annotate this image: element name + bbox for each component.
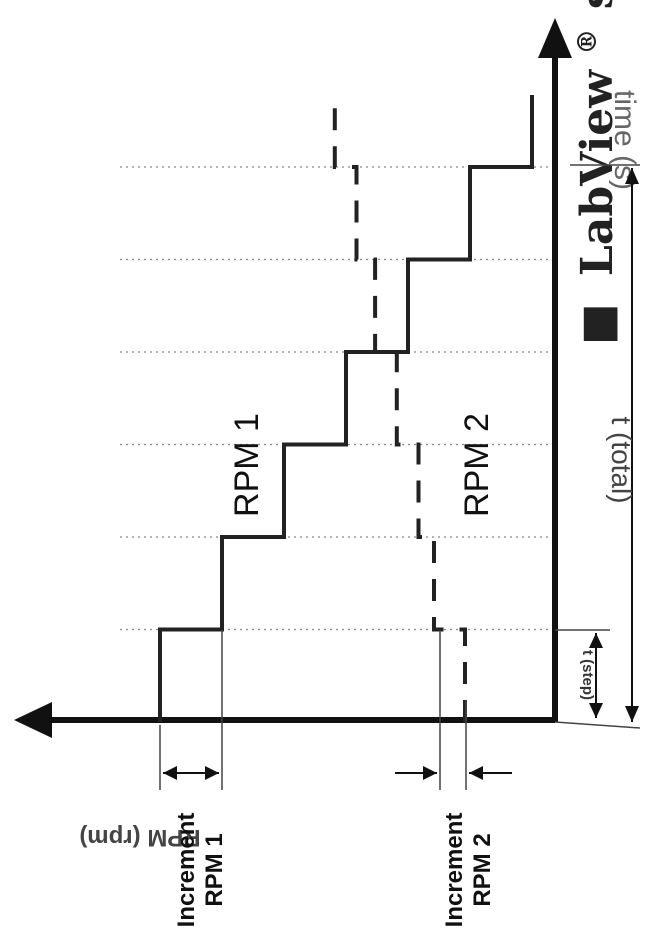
svg-text:time (s): time (s)	[608, 90, 641, 190]
svg-text:RPM 2: RPM 2	[458, 413, 496, 517]
rpm2-label: RPM 2	[458, 413, 496, 517]
heading-trailing: so	[572, 0, 623, 9]
rpm-axis-label: RPM (rpm)	[79, 824, 200, 851]
grid-lines	[120, 166, 553, 631]
svg-text:RPM 2: RPM 2	[469, 833, 496, 906]
heading-text: LabView	[572, 69, 623, 276]
svg-text:t (step): t (step)	[579, 650, 596, 700]
rpm1-label: RPM 1	[228, 413, 266, 517]
increment-rpm1-bracket	[159, 630, 223, 790]
svg-text:RPM 1: RPM 1	[228, 413, 266, 517]
heading-bullet: ■	[572, 303, 623, 345]
heading-superscript: ®	[573, 29, 603, 55]
increment-rpm2-bracket	[395, 630, 512, 790]
series-rpm1-line	[158, 95, 534, 722]
t-total-label: t (total)	[606, 416, 637, 503]
time-axis-arrow	[538, 18, 572, 58]
svg-text:Increment: Increment	[441, 813, 468, 928]
time-axis-label: time (s)	[608, 90, 641, 190]
svg-text:RPM (rpm): RPM (rpm)	[79, 824, 200, 851]
increment-rpm2-label: Increment RPM 2	[441, 813, 496, 928]
series-rpm2-line	[332, 95, 467, 722]
svg-text:t (total): t (total)	[606, 416, 637, 503]
rpm-axis-arrow	[14, 702, 52, 738]
t-step-label: t (step)	[579, 650, 596, 700]
svg-text:■ LabView ®: ■ LabView ® so	[556, 0, 623, 345]
svg-text:RPM 1: RPM 1	[201, 833, 228, 906]
svg-text:Increment: Increment	[173, 813, 200, 928]
time-dimensions	[554, 164, 641, 729]
increment-rpm1-label: Increment RPM 1	[173, 813, 228, 928]
heading: ■ LabView ® so	[556, 0, 623, 345]
